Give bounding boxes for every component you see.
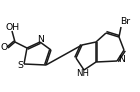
Text: OH: OH [6,23,20,32]
Text: N: N [38,34,44,44]
Text: O: O [1,43,8,52]
Text: S: S [18,61,23,70]
Text: NH: NH [76,69,89,78]
Text: Br: Br [120,17,130,26]
Text: N: N [119,55,125,64]
